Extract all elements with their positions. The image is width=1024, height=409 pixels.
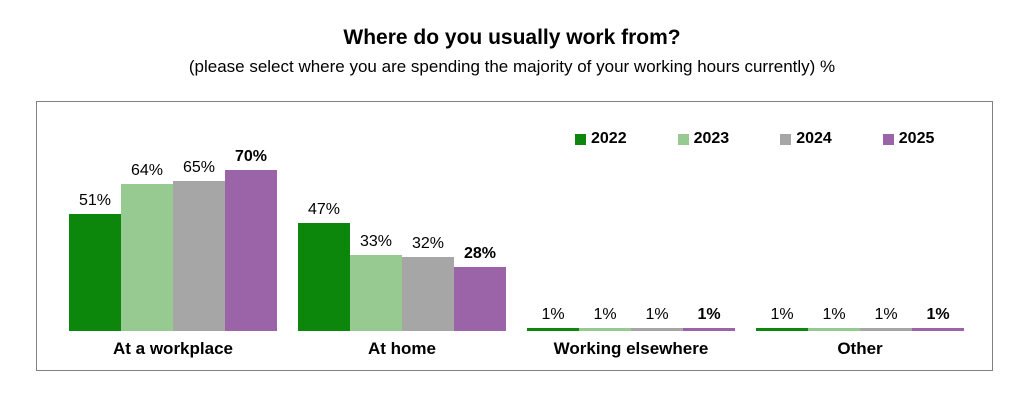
bar-value-label: 1% [770,306,794,323]
bar-2024: 1% [860,306,912,331]
bar-value-label: 64% [130,162,164,179]
chart-title: Where do you usually work from? [343,26,681,49]
category-label: Working elsewhere [553,339,709,358]
chart-subtitle: (please select where you are spending th… [188,57,836,76]
bar-2025: 1% [912,306,964,331]
bar-value-label: 65% [182,159,216,176]
bar-2022: 47% [298,201,350,331]
bar-value-label: 1% [593,306,617,323]
bar-2025: 1% [683,306,735,331]
bar-2025: 70% [225,148,277,331]
bar-value-label: 1% [645,306,669,323]
legend-item-2022: 2022 [575,130,627,148]
bar-value-label: 1% [697,306,721,323]
bar-value-label: 32% [411,235,445,252]
legend-swatch-icon [677,133,689,145]
bar-2024: 65% [173,159,225,331]
bar-2023: 1% [579,306,631,331]
legend-item-2025: 2025 [882,130,935,148]
bar-2025: 28% [454,245,506,331]
category-label: Other [837,339,883,358]
legend-label: 2022 [591,130,627,147]
legend-swatch-icon [882,133,894,145]
legend-label: 2025 [898,130,935,147]
legend-label: 2024 [796,130,832,147]
plot-area: 2022 2023 2024 2025 51% 64% 65% 70% At a workpl… [36,101,993,371]
bar-value-label: 28% [463,245,497,262]
bar-2024: 32% [402,235,454,331]
bar-value-label: 51% [78,192,112,209]
category-label: At home [368,339,436,358]
legend-swatch-icon [575,133,586,145]
bar-group: 1% 1% 1% 1% [527,102,735,331]
bar-2023: 1% [808,306,860,331]
category-label: At a workplace [113,339,233,358]
bar-2024: 1% [631,306,683,331]
bar-2022: 51% [69,192,121,331]
legend-swatch-icon [780,133,792,145]
bar-value-label: 70% [234,148,268,165]
legend: 2022 2023 2024 2025 [575,130,934,148]
legend-item-2024: 2024 [780,130,832,148]
legend-label: 2023 [693,130,730,147]
bar-value-label: 47% [307,201,341,218]
bar-group: 1% 1% 1% 1% [756,102,964,331]
bar-group: 47% 33% 32% 28% [298,102,506,331]
bar-2022: 1% [527,306,579,331]
bar-value-label: 1% [874,306,898,323]
bar-value-label: 1% [541,306,565,323]
bar-value-label: 33% [359,233,393,250]
legend-item-2023: 2023 [677,130,730,148]
bar-value-label: 1% [822,306,846,323]
bar-value-label: 1% [926,306,950,323]
bar-group: 51% 64% 65% 70% [69,102,277,331]
bar-2023: 33% [350,233,402,331]
bar-2023: 64% [121,162,173,331]
bar-2022: 1% [756,306,808,331]
